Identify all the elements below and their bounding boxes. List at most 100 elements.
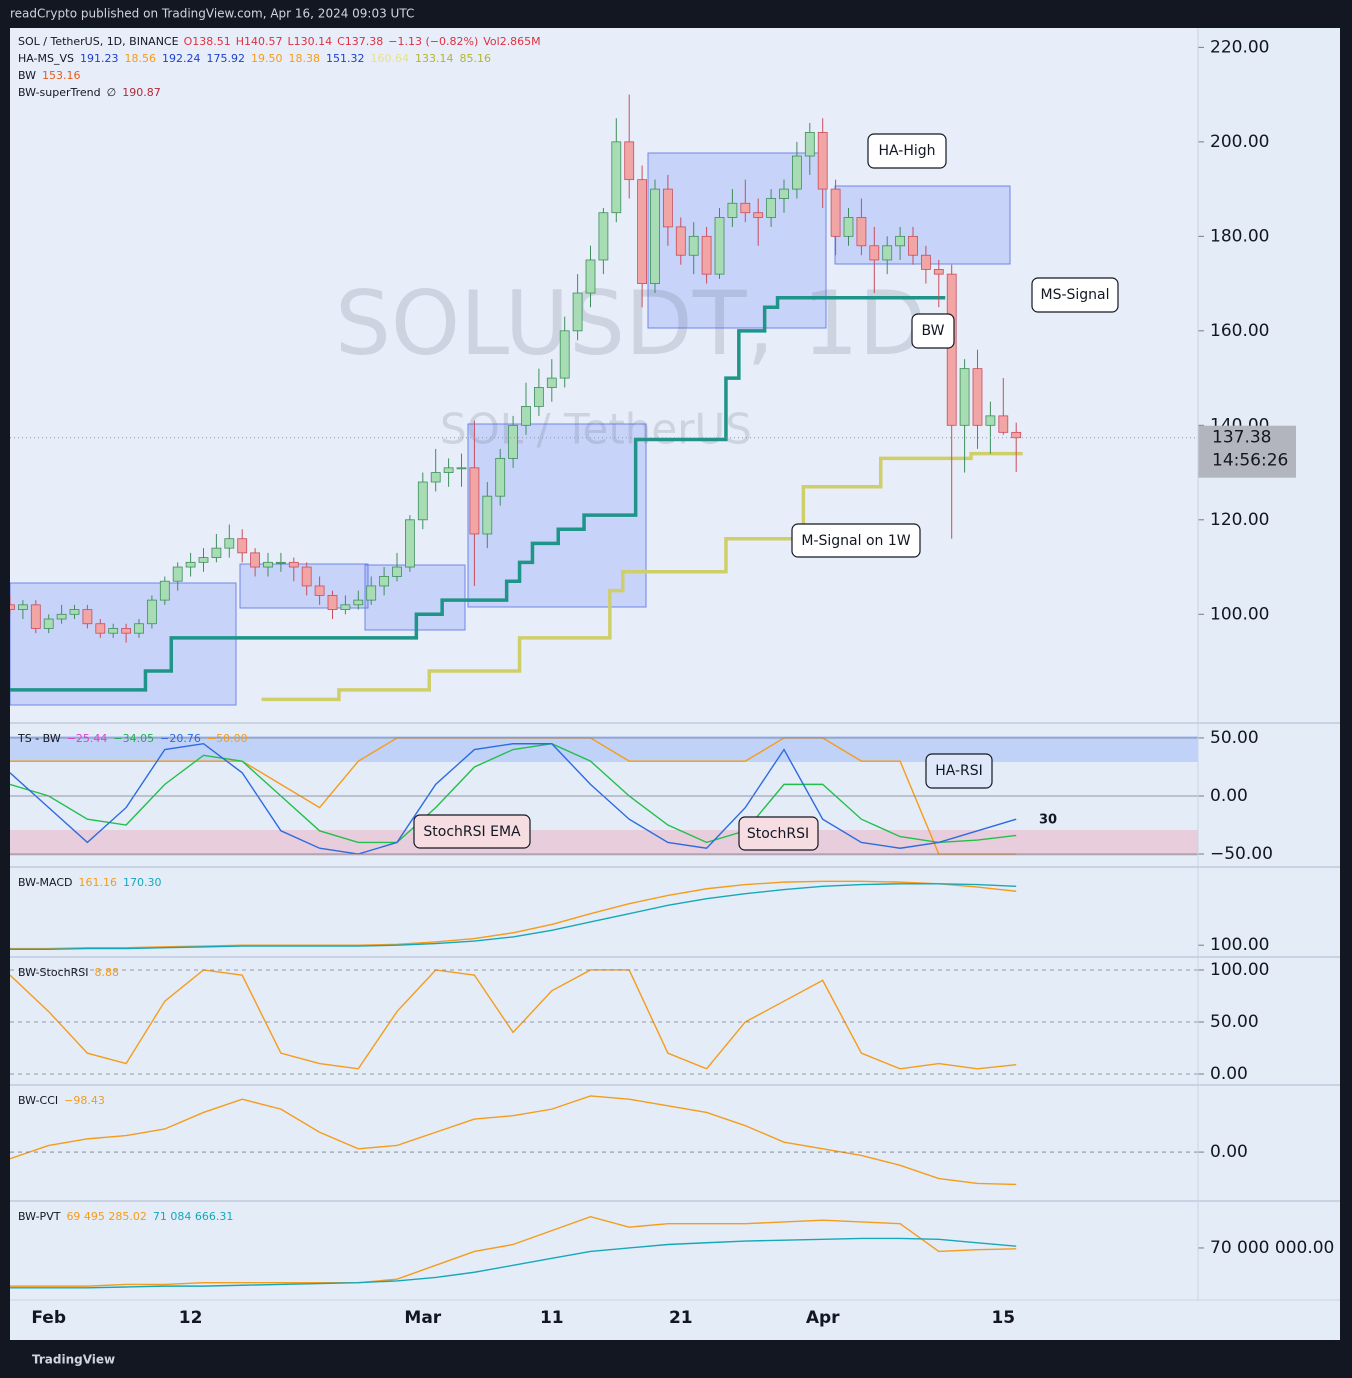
candle-body <box>869 245 880 261</box>
candle-body <box>804 132 815 157</box>
legend: BW-MACD 161.16 170.30 <box>18 876 162 889</box>
y-tick-label: 70 000 000.00 <box>1210 1238 1334 1258</box>
candle-body <box>392 566 402 577</box>
legend: HA-MS_VS 191.23 18.56 192.24 175.92 19.50 18.3… <box>18 52 491 65</box>
y-tick-label: 120.00 <box>1210 510 1269 530</box>
y-tick-label: 0.00 <box>1210 786 1248 806</box>
candle-body <box>56 613 67 620</box>
legend-value: 151.32 <box>326 52 365 65</box>
candle-body <box>972 368 983 426</box>
candle-body <box>495 457 506 497</box>
candle-body <box>740 202 751 214</box>
legend-value: H140.57 <box>236 35 283 48</box>
legend-value: 69 495 285.02 <box>66 1210 146 1223</box>
candle-body <box>650 188 660 284</box>
legend-value: 190.87 <box>122 86 161 99</box>
callout: MS-Signal <box>1040 287 1109 303</box>
candle-body <box>830 188 841 237</box>
callout-box <box>738 816 819 851</box>
candle-body <box>121 628 131 634</box>
x-tick-label: Mar <box>404 1308 441 1328</box>
candle-body <box>404 519 415 568</box>
candle-body <box>521 406 531 426</box>
legend-value: 19.50 <box>251 52 283 65</box>
candle-body <box>985 415 996 426</box>
callout: StochRSI EMA <box>423 824 521 840</box>
candle-body <box>611 141 622 214</box>
main-pane <box>10 28 1198 722</box>
legend-value: −34.05 <box>113 732 154 745</box>
indicator-line <box>10 743 1017 844</box>
candle-body <box>353 599 364 606</box>
y-tick-label: 0.00 <box>1210 1064 1248 1084</box>
candle-body <box>17 604 28 610</box>
candle-body <box>263 561 273 568</box>
callout-box <box>791 523 921 558</box>
candle-body <box>275 561 286 564</box>
legend: BW 153.16 <box>18 69 81 82</box>
legend: BW-superTrend ∅ 190.87 <box>18 86 161 99</box>
candle-body <box>998 415 1009 433</box>
candle-body <box>546 377 557 388</box>
candle-body <box>766 198 776 218</box>
indicator-line <box>10 1095 1017 1186</box>
axes: 100.00120.00140.00160.00180.00200.00220.… <box>10 28 1340 1328</box>
legend-value: 160.64 <box>371 52 410 65</box>
candle-body <box>417 481 428 521</box>
x-tick-label: Feb <box>31 1308 66 1328</box>
legend: BW-CCI −98.43 <box>18 1094 105 1107</box>
candle-body <box>727 202 738 218</box>
indicator-line <box>10 743 1017 855</box>
callout: StochRSI <box>747 826 809 842</box>
y-tick-label: 100.00 <box>1210 935 1269 955</box>
candle-body <box>30 604 41 629</box>
candle-body <box>172 566 183 582</box>
candle-body <box>237 538 248 554</box>
candle-body <box>933 269 944 275</box>
legend: TS - BW −25.44 −34.05 −20.76 −50.00 <box>17 732 248 745</box>
candle-body <box>585 259 596 294</box>
candle-body <box>559 330 570 379</box>
candle-body <box>379 576 390 587</box>
candle-body <box>959 368 970 426</box>
candle-body <box>314 585 325 596</box>
legend-name: HA-MS_VS <box>18 52 74 65</box>
candle-body <box>895 235 905 247</box>
legend-title: BW-CCI <box>18 1094 58 1107</box>
indicator-line <box>10 969 1017 1070</box>
indicator-line <box>10 1237 1017 1289</box>
candle-body <box>250 552 261 568</box>
candle-body <box>624 141 635 181</box>
y-tick-label: 220.00 <box>1210 37 1269 57</box>
candle-body <box>301 566 312 587</box>
candle-body <box>430 472 441 483</box>
candle-body <box>753 212 764 218</box>
level-label: 30 <box>1039 813 1057 828</box>
legend-value: −1.13 (−0.82%) <box>388 35 478 48</box>
watermark: SOLUSDT, 1D <box>335 272 926 375</box>
y-tick-label: 0.00 <box>1210 1142 1248 1162</box>
y-tick-label: 160.00 <box>1210 321 1269 341</box>
zone <box>10 582 237 706</box>
callout-box <box>413 814 531 849</box>
candle-body <box>159 580 170 601</box>
x-tick-label: Apr <box>806 1308 840 1328</box>
legend-title: BW-StochRSI <box>18 966 88 979</box>
legend: BW-StochRSI 8.88 <box>18 966 119 979</box>
candle-body <box>817 132 828 190</box>
candle-body <box>469 467 480 535</box>
candle-body <box>714 217 725 275</box>
legend-value: 192.24 <box>162 52 201 65</box>
callout: M-Signal on 1W <box>801 533 910 549</box>
legend-value: ∅ <box>107 86 117 99</box>
callout-box <box>925 753 993 789</box>
legend-value: −50.00 <box>207 732 248 745</box>
candle-body <box>185 561 196 568</box>
candle-body <box>779 188 789 199</box>
candle-body <box>688 235 699 256</box>
candle-body <box>792 155 802 190</box>
legend-value: 8.88 <box>94 966 119 979</box>
x-tick-label: 15 <box>991 1308 1015 1328</box>
candle-body <box>843 217 854 237</box>
